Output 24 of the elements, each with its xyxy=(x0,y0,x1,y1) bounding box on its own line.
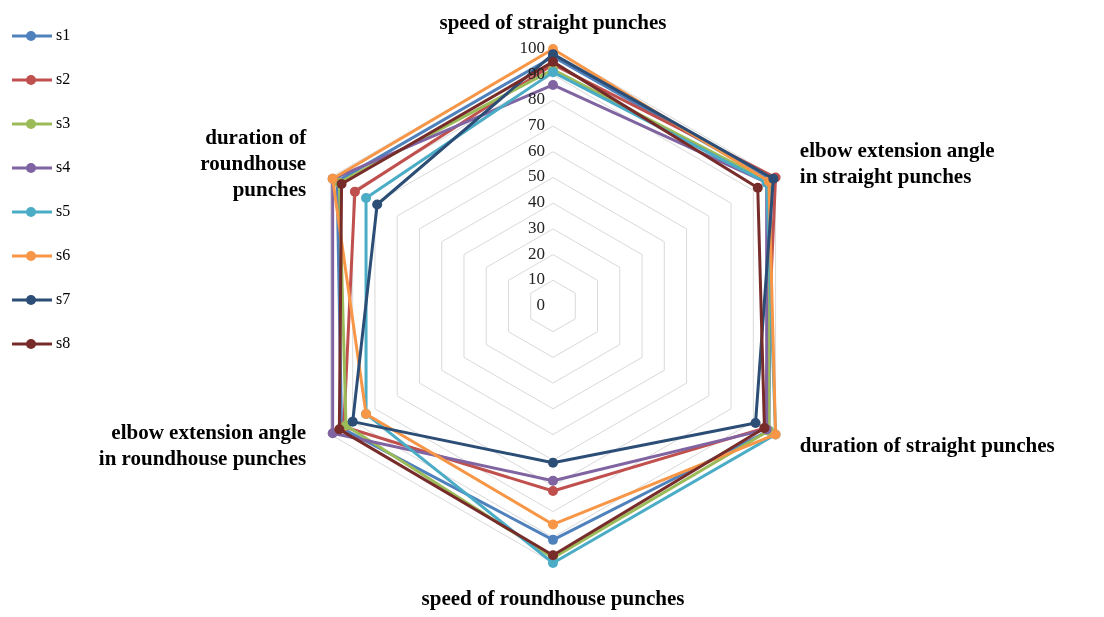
y-tick-label: 100 xyxy=(519,37,545,57)
y-tick-label: 10 xyxy=(528,269,545,289)
legend-label: s1 xyxy=(56,25,71,43)
legend-label: s5 xyxy=(56,201,71,219)
legend-label: s7 xyxy=(56,289,71,307)
y-tick-label: 70 xyxy=(528,115,545,135)
y-tick-label: 0 xyxy=(536,294,545,314)
legend-label: s3 xyxy=(56,113,71,131)
spoke-label: duration of roundhouse punches xyxy=(200,124,308,201)
spoke-label: elbow extension angle in straight punches xyxy=(799,137,995,188)
legend-label: s2 xyxy=(56,69,71,87)
spoke-label: elbow extension angle in roundhouse punches xyxy=(98,419,307,470)
y-tick-label: 60 xyxy=(528,140,545,160)
y-tick-label: 40 xyxy=(528,192,545,212)
y-tick-label: 30 xyxy=(528,217,545,237)
legend-label: s4 xyxy=(56,157,71,175)
legend-label: s8 xyxy=(56,333,71,351)
spoke-label: speed of straight punches xyxy=(439,9,667,34)
legend-label: s6 xyxy=(56,245,71,263)
y-tick-label: 80 xyxy=(528,89,545,109)
y-tick-label: 50 xyxy=(528,166,545,186)
spoke-label: speed of roundhouse punches xyxy=(421,585,685,610)
y-tick-label: 20 xyxy=(528,243,545,263)
spoke-label: duration of straight punches xyxy=(799,432,1055,457)
